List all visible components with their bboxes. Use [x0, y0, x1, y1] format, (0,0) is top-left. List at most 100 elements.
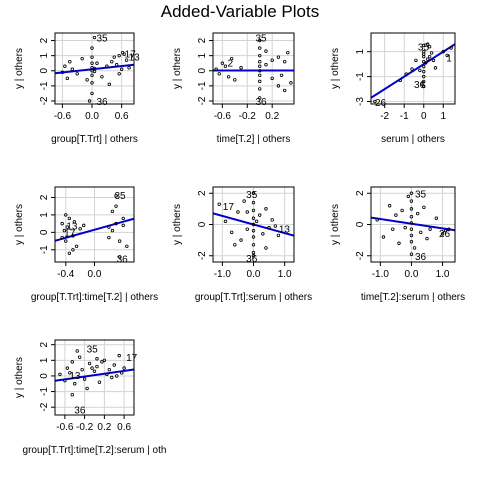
y-tick-label: 2 [197, 37, 208, 43]
x-tick-label: -1 [400, 111, 409, 122]
y-axis-label: y | others [330, 204, 341, 245]
data-point [112, 55, 116, 59]
data-point [242, 199, 246, 203]
data-point [110, 228, 115, 233]
x-axis-label: serum | others [381, 134, 445, 145]
data-point [223, 64, 228, 68]
data-point [107, 235, 111, 240]
y-axis-label: y | others [14, 357, 25, 398]
data-point [67, 216, 72, 221]
data-point [75, 349, 79, 353]
data-point [107, 225, 111, 229]
point-label: 2 [227, 58, 233, 69]
data-point [226, 75, 231, 79]
y-tick-label: 0 [355, 221, 366, 227]
data-point [117, 239, 122, 243]
point-label: 17 [125, 49, 137, 60]
data-point [220, 61, 225, 65]
y-axis-label: y | others [330, 48, 341, 89]
data-point [427, 45, 432, 49]
data-point [433, 66, 438, 70]
y-tick-label: 1 [39, 212, 50, 218]
x-tick-label: 0.0 [404, 269, 418, 280]
data-point [420, 82, 424, 86]
plot-frame [212, 32, 295, 105]
x-axis-label: group[T.Trt]:time[T.2] | others [31, 292, 158, 303]
point-label: 36 [74, 406, 86, 417]
data-point [70, 67, 74, 71]
x-tick-label: 0.0 [88, 269, 102, 280]
data-point [258, 213, 262, 217]
data-point [264, 246, 268, 250]
data-point [107, 367, 112, 372]
point-label: 35 [256, 34, 268, 45]
data-point [276, 233, 281, 238]
data-point [409, 207, 414, 211]
x-axis-label: time[T.2]:serum | others [361, 292, 465, 303]
y-tick-label: -2 [39, 402, 50, 411]
plot-frame [54, 32, 135, 105]
data-point [427, 54, 432, 59]
data-point [258, 87, 262, 91]
data-point [90, 81, 94, 85]
data-point [409, 227, 414, 231]
data-point [279, 73, 284, 77]
y-tick-label: 0 [39, 373, 50, 379]
x-tick-label: 0 [421, 111, 427, 122]
data-point [267, 225, 271, 230]
data-point [67, 251, 72, 255]
data-point [409, 252, 414, 256]
data-point [92, 66, 97, 71]
data-point [282, 60, 287, 64]
y-tick-label: -3 [355, 97, 366, 106]
data-point [397, 241, 401, 245]
data-point [97, 380, 102, 384]
data-point [381, 235, 386, 239]
data-point [422, 79, 426, 84]
data-point [409, 221, 414, 225]
data-point [400, 208, 404, 213]
data-point [429, 51, 434, 55]
x-tick-label: -0.2 [76, 422, 94, 433]
data-point [64, 239, 68, 243]
panel-5: 35 17 13 36 -1.0 0.0 1.0 -2 0 2 group[T.Trt]:serum… [172, 186, 312, 303]
x-axis-label: time[T.2] | others [217, 134, 291, 145]
data-point [414, 58, 418, 63]
data-point [77, 355, 82, 359]
data-point [251, 191, 256, 195]
data-point [105, 64, 109, 68]
y-tick-label: 2 [39, 194, 50, 200]
data-point [251, 222, 256, 227]
data-point [110, 209, 115, 214]
y-tick-label: 1 [39, 357, 50, 363]
data-point [90, 366, 94, 370]
data-point [233, 243, 237, 247]
data-point [251, 208, 256, 213]
data-point [95, 364, 99, 369]
data-point [90, 73, 94, 77]
x-tick-label: 0.6 [117, 422, 131, 433]
y-tick-label: 2 [39, 37, 50, 43]
data-point [92, 69, 97, 74]
data-point [229, 230, 234, 235]
data-point [117, 255, 122, 259]
y-tick-label: 1 [355, 48, 366, 54]
point-label: 13 [69, 371, 81, 382]
data-point [233, 78, 237, 82]
x-tick-label: -0.6 [214, 111, 232, 122]
y-axis-label: y | others [172, 204, 183, 245]
data-point [258, 69, 262, 73]
point-label: 35 [114, 191, 126, 202]
x-tick-label: 0.6 [115, 111, 129, 122]
y-tick-label: -1 [39, 81, 50, 90]
data-point [78, 227, 82, 231]
data-point [410, 67, 414, 71]
data-point [82, 223, 86, 228]
y-tick-label: 0 [197, 68, 208, 74]
y-axis-label: y | others [172, 48, 183, 89]
data-point [258, 38, 262, 43]
data-point [245, 210, 249, 214]
